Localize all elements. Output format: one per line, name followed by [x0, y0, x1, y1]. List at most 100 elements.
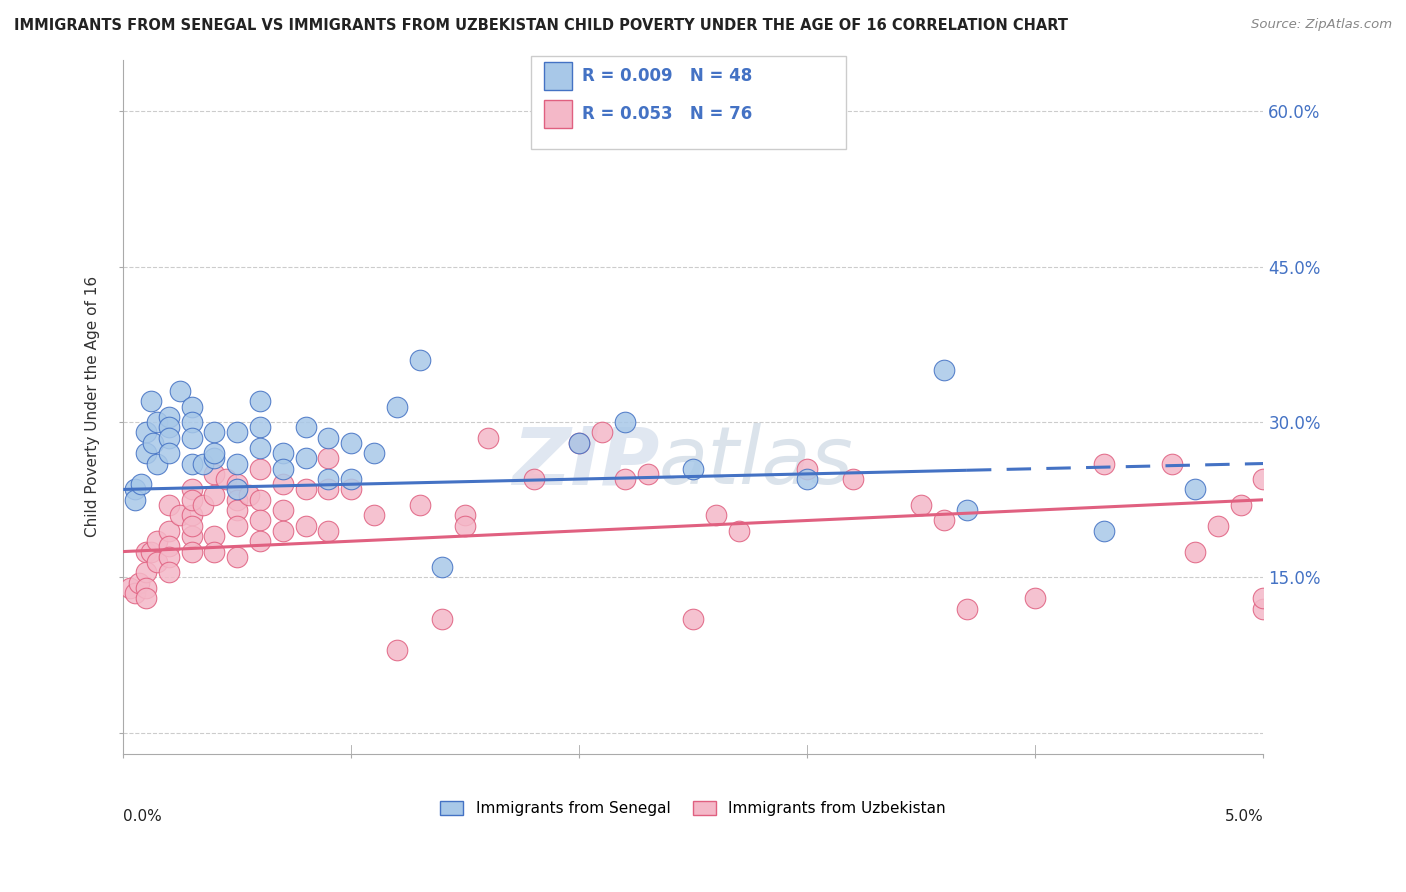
Point	[226, 503, 249, 517]
Point	[408, 498, 430, 512]
Point	[432, 612, 454, 626]
Point	[271, 446, 294, 460]
Point	[226, 425, 249, 440]
Point	[124, 586, 146, 600]
Point	[157, 420, 180, 434]
Point	[204, 529, 226, 543]
Point	[294, 420, 316, 434]
Point	[226, 518, 249, 533]
Point	[271, 477, 294, 491]
Point	[271, 524, 294, 538]
Point	[249, 492, 271, 507]
Point	[238, 487, 260, 501]
Point	[842, 472, 865, 486]
Point	[318, 431, 340, 445]
Point	[408, 353, 430, 368]
Point	[796, 461, 818, 475]
Point	[204, 544, 226, 558]
Point	[1253, 591, 1275, 606]
Point	[157, 446, 180, 460]
Point	[120, 581, 142, 595]
Point	[180, 415, 202, 429]
Point	[204, 425, 226, 440]
Text: atlas: atlas	[659, 423, 853, 501]
Point	[204, 487, 226, 501]
Point	[215, 472, 238, 486]
Point	[1229, 498, 1251, 512]
Point	[128, 575, 150, 590]
Point	[796, 472, 818, 486]
Point	[432, 560, 454, 574]
Point	[318, 483, 340, 497]
Y-axis label: Child Poverty Under the Age of 16: Child Poverty Under the Age of 16	[86, 276, 100, 537]
Text: 5.0%: 5.0%	[1225, 809, 1264, 824]
Text: R = 0.009   N = 48: R = 0.009 N = 48	[582, 67, 752, 85]
Point	[568, 435, 591, 450]
Point	[180, 508, 202, 523]
Point	[157, 431, 180, 445]
Point	[682, 461, 704, 475]
Point	[613, 472, 636, 486]
Point	[157, 566, 180, 580]
Point	[271, 503, 294, 517]
Point	[910, 498, 932, 512]
Point	[704, 508, 727, 523]
Point	[169, 508, 191, 523]
Point	[1161, 457, 1184, 471]
Point	[204, 451, 226, 466]
Point	[294, 451, 316, 466]
Point	[124, 483, 146, 497]
Point	[340, 483, 363, 497]
Point	[318, 524, 340, 538]
Point	[180, 544, 202, 558]
Point	[682, 612, 704, 626]
Text: 0.0%: 0.0%	[124, 809, 162, 824]
Point	[142, 435, 165, 450]
Point	[568, 435, 591, 450]
Point	[180, 529, 202, 543]
Point	[363, 446, 385, 460]
Point	[180, 483, 202, 497]
Point	[249, 441, 271, 455]
Point	[249, 420, 271, 434]
Point	[146, 415, 169, 429]
Point	[135, 591, 157, 606]
Text: IMMIGRANTS FROM SENEGAL VS IMMIGRANTS FROM UZBEKISTAN CHILD POVERTY UNDER THE AG: IMMIGRANTS FROM SENEGAL VS IMMIGRANTS FR…	[14, 18, 1069, 33]
Point	[1206, 518, 1229, 533]
Point	[932, 514, 955, 528]
Point	[226, 483, 249, 497]
Point	[180, 431, 202, 445]
Point	[318, 472, 340, 486]
Point	[226, 492, 249, 507]
Point	[385, 643, 408, 657]
Point	[157, 540, 180, 554]
Point	[157, 524, 180, 538]
Point	[135, 581, 157, 595]
Point	[249, 514, 271, 528]
Point	[1253, 601, 1275, 615]
Point	[637, 467, 659, 481]
Point	[139, 544, 162, 558]
Text: ZIP: ZIP	[512, 423, 659, 501]
Point	[249, 534, 271, 549]
Point	[157, 498, 180, 512]
Point	[180, 518, 202, 533]
Point	[124, 492, 146, 507]
Point	[956, 601, 979, 615]
Point	[454, 508, 477, 523]
Point	[271, 461, 294, 475]
Point	[169, 384, 191, 398]
Point	[385, 400, 408, 414]
Point	[249, 461, 271, 475]
Point	[1092, 524, 1115, 538]
Point	[180, 400, 202, 414]
Point	[454, 518, 477, 533]
Text: R = 0.053   N = 76: R = 0.053 N = 76	[582, 105, 752, 123]
Point	[932, 363, 955, 377]
Point	[146, 457, 169, 471]
Point	[477, 431, 499, 445]
Legend: Immigrants from Senegal, Immigrants from Uzbekistan: Immigrants from Senegal, Immigrants from…	[434, 795, 952, 822]
Point	[146, 555, 169, 569]
Point	[294, 518, 316, 533]
Point	[1024, 591, 1046, 606]
